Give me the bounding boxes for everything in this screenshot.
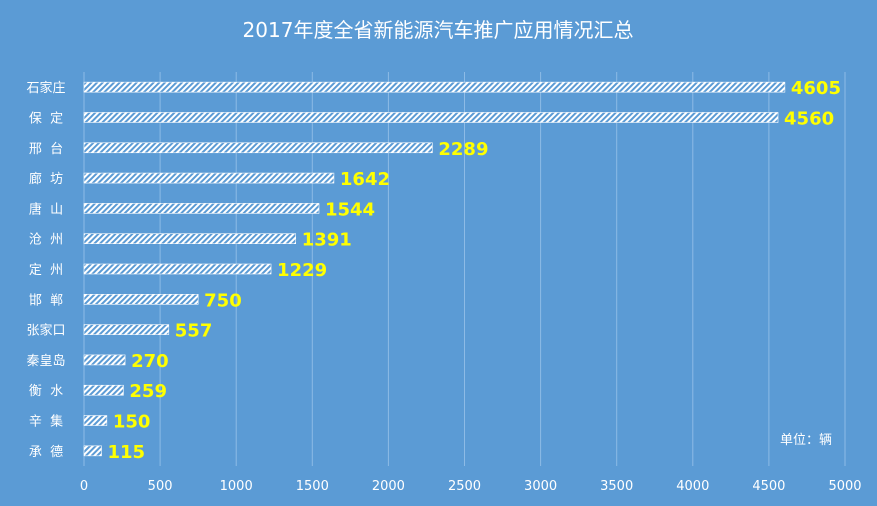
x-tick-label-3500: 3500 [600, 479, 633, 494]
bar-8 [83, 324, 170, 335]
value-label-4: 1544 [325, 199, 375, 220]
x-tick-label-4500: 4500 [752, 479, 785, 494]
value-label-8: 557 [175, 321, 213, 342]
bar-6 [83, 263, 272, 275]
label-layer: 4605 4560 2289 1642 1544 1391 1229 750 557 270 259… [108, 78, 841, 463]
x-tick-label-5000: 5000 [828, 479, 861, 494]
value-label-12: 115 [108, 442, 146, 463]
bar-3 [83, 172, 335, 184]
category-label-3: 廊 坊 [29, 171, 63, 187]
x-tick-label-2500: 2500 [448, 479, 481, 494]
bar-12 [83, 445, 102, 457]
category-label-0: 石家庄 [26, 80, 65, 96]
x-tick-label-500: 500 [148, 479, 173, 494]
category-label-11: 辛 集 [29, 414, 63, 430]
value-label-5: 1391 [302, 230, 352, 251]
chart-title: 2017年度全省新能源汽车推广应用情况汇总 [243, 18, 634, 42]
category-label-12: 承 德 [29, 445, 63, 460]
category-label-8: 张家口 [26, 323, 65, 339]
bar-1 [83, 112, 779, 123]
category-label-6: 定 州 [29, 263, 63, 278]
bar-0 [83, 81, 786, 93]
bar-9 [83, 354, 126, 366]
category-label-1: 保 定 [29, 111, 63, 126]
value-label-7: 750 [204, 290, 242, 311]
category-label-7: 邯 郸 [29, 293, 63, 308]
bar-11 [83, 415, 108, 426]
value-label-0: 4605 [791, 78, 841, 99]
bar-layer [83, 81, 786, 457]
bar-4 [83, 203, 320, 214]
category-label-10: 衡 水 [29, 384, 63, 399]
x-tick-label-1500: 1500 [296, 479, 329, 494]
value-label-2: 2289 [438, 139, 488, 160]
value-label-6: 1229 [277, 260, 327, 281]
x-tick-label-0: 0 [80, 479, 88, 494]
grid-layer [83, 72, 846, 466]
x-tick-label-1000: 1000 [220, 479, 253, 494]
value-label-3: 1642 [340, 169, 390, 190]
x-tick-label-4000: 4000 [676, 479, 709, 494]
category-label-2: 邢 台 [29, 142, 63, 157]
value-label-9: 270 [131, 351, 169, 372]
x-tick-label-2000: 2000 [372, 479, 405, 494]
category-label-9: 秦皇岛 [26, 353, 65, 369]
value-label-1: 4560 [784, 108, 834, 129]
category-label-4: 唐 山 [29, 201, 63, 217]
bar-5 [83, 233, 297, 244]
x-tick-label-3000: 3000 [524, 479, 557, 494]
bar-7 [83, 294, 199, 305]
category-label-5: 沧 州 [29, 232, 63, 248]
value-label-10: 259 [129, 381, 167, 402]
value-label-11: 150 [113, 412, 151, 433]
unit-note: 单位：辆 [780, 433, 832, 448]
bar-10 [83, 384, 124, 396]
bar-2 [83, 142, 433, 154]
axis-layer: 0 500 1000 1500 2000 2500 3000 3500 4000 4500 5000… [26, 80, 861, 494]
